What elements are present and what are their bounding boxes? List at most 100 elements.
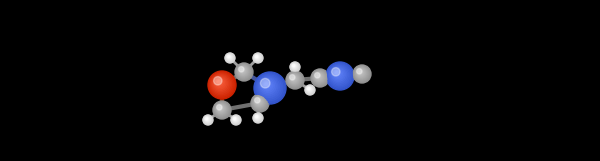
Circle shape — [226, 54, 234, 62]
Circle shape — [217, 80, 221, 84]
Circle shape — [292, 64, 297, 69]
Circle shape — [359, 71, 361, 73]
Circle shape — [226, 54, 233, 61]
Circle shape — [216, 104, 226, 114]
Circle shape — [308, 87, 311, 91]
Circle shape — [326, 62, 354, 90]
Circle shape — [353, 66, 370, 82]
Circle shape — [291, 63, 298, 70]
Circle shape — [253, 96, 266, 109]
Circle shape — [312, 70, 327, 85]
Circle shape — [254, 114, 262, 122]
Circle shape — [204, 116, 211, 123]
Circle shape — [259, 77, 278, 96]
Circle shape — [305, 85, 314, 95]
Circle shape — [228, 56, 230, 58]
Circle shape — [208, 71, 236, 99]
Circle shape — [314, 73, 320, 78]
Circle shape — [256, 116, 257, 117]
Circle shape — [256, 116, 258, 118]
Circle shape — [305, 85, 315, 95]
Circle shape — [358, 70, 364, 76]
Circle shape — [256, 74, 283, 101]
Circle shape — [290, 76, 296, 81]
Circle shape — [232, 116, 240, 124]
Circle shape — [311, 70, 328, 86]
Circle shape — [255, 55, 260, 60]
Circle shape — [262, 80, 272, 91]
Circle shape — [203, 116, 212, 124]
Circle shape — [218, 106, 223, 111]
Circle shape — [215, 78, 224, 87]
Circle shape — [255, 115, 260, 120]
Circle shape — [256, 99, 262, 104]
Circle shape — [239, 67, 244, 72]
Circle shape — [314, 72, 325, 82]
Circle shape — [254, 114, 262, 121]
Circle shape — [293, 65, 295, 67]
Circle shape — [306, 86, 313, 93]
Circle shape — [287, 73, 301, 86]
Circle shape — [238, 66, 248, 76]
Circle shape — [334, 70, 341, 77]
Circle shape — [333, 69, 343, 78]
Circle shape — [307, 87, 310, 90]
Circle shape — [292, 64, 298, 69]
Circle shape — [332, 68, 344, 80]
Circle shape — [291, 63, 298, 71]
Circle shape — [331, 67, 345, 81]
Circle shape — [355, 67, 367, 79]
Circle shape — [226, 53, 235, 62]
Circle shape — [227, 56, 231, 59]
Circle shape — [255, 55, 258, 58]
Circle shape — [212, 75, 230, 93]
Circle shape — [219, 107, 221, 109]
Circle shape — [353, 65, 371, 83]
Circle shape — [253, 113, 263, 123]
Circle shape — [232, 115, 241, 124]
Circle shape — [306, 86, 313, 93]
Circle shape — [214, 102, 230, 118]
Circle shape — [214, 102, 229, 117]
Circle shape — [233, 117, 238, 122]
Circle shape — [217, 105, 222, 110]
Circle shape — [217, 105, 224, 112]
Circle shape — [241, 69, 242, 71]
Circle shape — [357, 69, 364, 76]
Circle shape — [335, 72, 338, 74]
Circle shape — [214, 77, 222, 85]
Circle shape — [286, 71, 304, 89]
Circle shape — [257, 75, 281, 99]
Circle shape — [240, 68, 245, 73]
Circle shape — [263, 81, 271, 89]
Circle shape — [328, 64, 351, 87]
Circle shape — [226, 54, 233, 62]
Circle shape — [205, 117, 211, 122]
Circle shape — [358, 70, 362, 75]
Circle shape — [206, 118, 207, 119]
Circle shape — [255, 115, 259, 119]
Circle shape — [231, 115, 241, 125]
Circle shape — [288, 73, 300, 85]
Circle shape — [356, 68, 365, 77]
Circle shape — [205, 118, 209, 121]
Circle shape — [204, 116, 211, 123]
Circle shape — [316, 74, 322, 80]
Circle shape — [260, 78, 270, 88]
Circle shape — [254, 115, 260, 120]
Circle shape — [313, 71, 326, 84]
Circle shape — [315, 73, 322, 80]
Circle shape — [253, 53, 262, 62]
Circle shape — [206, 118, 208, 120]
Circle shape — [236, 64, 252, 80]
Circle shape — [232, 116, 239, 123]
Circle shape — [203, 115, 212, 124]
Circle shape — [254, 54, 261, 61]
Circle shape — [236, 64, 251, 79]
Circle shape — [239, 67, 245, 74]
Circle shape — [216, 79, 223, 86]
Circle shape — [254, 54, 262, 62]
Circle shape — [234, 118, 236, 120]
Circle shape — [305, 86, 314, 94]
Circle shape — [292, 64, 295, 67]
